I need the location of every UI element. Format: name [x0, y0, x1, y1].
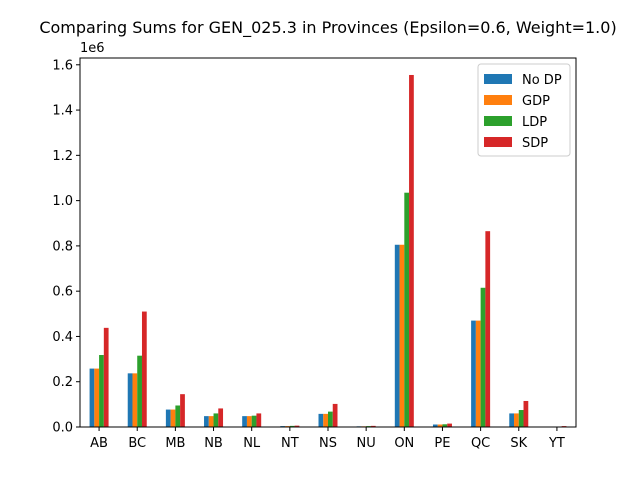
legend-label: SDP	[522, 136, 548, 151]
x-tick-label: QC	[471, 436, 490, 451]
legend-swatch	[484, 95, 512, 105]
x-tick-label: AB	[90, 436, 108, 451]
bar-ab-ldp	[99, 355, 104, 427]
bar-nl-gdp	[247, 416, 252, 427]
x-tick-label: NL	[243, 436, 261, 451]
bar-ns-gdp	[323, 414, 328, 427]
bar-on-sdp	[409, 75, 414, 427]
bar-nl-no-dp	[242, 416, 247, 427]
legend-label: No DP	[522, 73, 562, 88]
bar-mb-gdp	[171, 410, 176, 427]
y-tick-label: 1.2	[52, 149, 73, 164]
bar-nb-sdp	[218, 408, 223, 427]
bar-nl-ldp	[252, 416, 257, 427]
x-tick-label: ON	[394, 436, 414, 451]
y-offset-label: 1e6	[80, 41, 105, 56]
legend-swatch	[484, 74, 512, 84]
bar-bc-ldp	[137, 356, 142, 427]
y-tick-label: 0.4	[52, 330, 73, 345]
y-tick-label: 1.6	[52, 58, 73, 73]
bar-on-ldp	[404, 193, 409, 427]
bar-qc-sdp	[485, 231, 490, 427]
y-tick-label: 0.6	[52, 285, 73, 300]
bar-ns-ldp	[328, 412, 333, 427]
bar-ns-sdp	[333, 404, 338, 427]
y-tick-label: 1.4	[52, 104, 73, 119]
bar-nl-sdp	[256, 413, 261, 427]
legend: No DP GDP LDP SDP	[478, 64, 570, 156]
x-tick-label: BC	[128, 436, 146, 451]
y-tick-label: 0.0	[52, 421, 73, 436]
bar-pe-sdp	[447, 424, 452, 427]
bar-nb-gdp	[209, 416, 214, 427]
legend-swatch	[484, 116, 512, 126]
bar-bc-sdp	[142, 312, 147, 427]
y-tick-label: 0.2	[52, 375, 73, 390]
x-tick-label: NU	[357, 436, 376, 451]
bar-sk-sdp	[524, 401, 529, 427]
bar-qc-ldp	[481, 288, 486, 427]
bar-ns-no-dp	[319, 414, 324, 427]
x-tick-label: PE	[434, 436, 450, 451]
x-tick-label: YT	[548, 436, 565, 451]
x-tick-label: NS	[319, 436, 337, 451]
legend-label: GDP	[522, 94, 550, 109]
x-tick-label: NT	[281, 436, 299, 451]
bar-sk-gdp	[514, 413, 519, 427]
bar-nb-no-dp	[204, 416, 209, 427]
bar-mb-ldp	[175, 405, 180, 427]
y-tick-label: 0.8	[52, 239, 73, 254]
bar-nb-ldp	[214, 413, 219, 427]
bar-on-no-dp	[395, 245, 400, 427]
x-tick-label: SK	[510, 436, 527, 451]
legend-swatch	[484, 137, 512, 147]
bar-mb-sdp	[180, 394, 185, 427]
bar-qc-gdp	[476, 321, 481, 427]
x-tick-label: NB	[204, 436, 223, 451]
bar-ab-no-dp	[90, 369, 95, 427]
bar-bc-no-dp	[128, 373, 133, 427]
bar-qc-no-dp	[471, 321, 476, 427]
bar-on-gdp	[400, 245, 405, 427]
chart-title: Comparing Sums for GEN_025.3 in Province…	[0, 18, 640, 37]
y-tick-label: 1.0	[52, 194, 73, 209]
x-tick-label: MB	[165, 436, 185, 451]
bar-mb-no-dp	[166, 410, 171, 427]
bar-sk-no-dp	[509, 413, 514, 427]
bar-ab-sdp	[104, 328, 109, 427]
bar-ab-gdp	[94, 369, 99, 427]
legend-label: LDP	[522, 115, 547, 130]
bar-sk-ldp	[519, 410, 524, 427]
bar-bc-gdp	[132, 373, 137, 427]
